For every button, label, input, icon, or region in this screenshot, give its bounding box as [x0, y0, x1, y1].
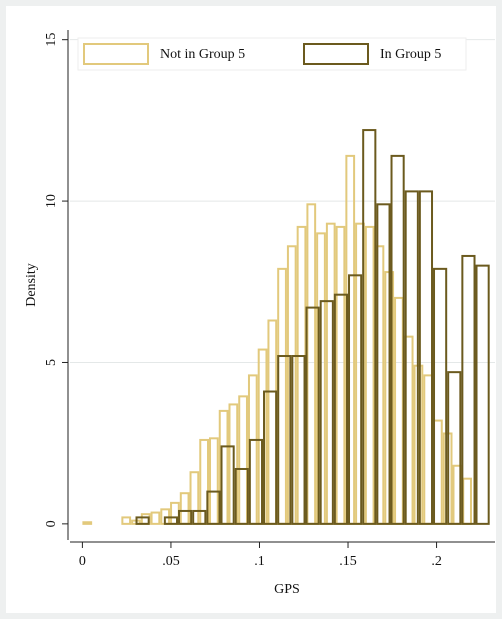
bar: [390, 154, 405, 525]
bar: [461, 254, 476, 525]
legend-label: Not in Group 5: [160, 47, 245, 62]
bar: [348, 274, 363, 525]
bar: [234, 467, 249, 525]
legend-swatch: [303, 43, 369, 65]
bar: [418, 190, 434, 525]
y-tick-label: 10: [44, 194, 59, 208]
bar: [150, 511, 161, 525]
bar: [82, 521, 93, 525]
legend-label: In Group 5: [380, 47, 441, 62]
bar: [263, 390, 278, 525]
bar: [163, 516, 179, 525]
bar: [433, 267, 448, 525]
bar: [220, 445, 235, 525]
bar: [376, 203, 391, 525]
y-tick-label: 0: [44, 520, 59, 527]
bar: [206, 490, 221, 525]
bar: [404, 190, 419, 525]
bar: [333, 293, 349, 525]
x-axis-label: GPS: [274, 582, 300, 597]
y-tick-label: 15: [44, 33, 59, 47]
bar: [277, 355, 292, 525]
bar: [135, 516, 150, 525]
bar: [192, 509, 207, 525]
bar: [291, 355, 306, 525]
bar: [248, 438, 264, 525]
x-tick-label: 0: [79, 554, 86, 569]
bar: [121, 516, 132, 525]
legend-swatch: [83, 43, 149, 65]
y-axis-label: Density: [24, 263, 39, 307]
bar: [447, 371, 462, 525]
x-tick-label: .15: [339, 554, 357, 569]
bar: [178, 509, 193, 525]
bar: [475, 264, 490, 525]
x-tick-label: .05: [162, 554, 180, 569]
x-tick-label: .1: [254, 554, 265, 569]
bar: [319, 300, 334, 525]
x-tick-label: .2: [431, 554, 442, 569]
y-tick-label: 5: [44, 359, 59, 366]
bar: [305, 306, 320, 525]
bar: [362, 129, 377, 525]
